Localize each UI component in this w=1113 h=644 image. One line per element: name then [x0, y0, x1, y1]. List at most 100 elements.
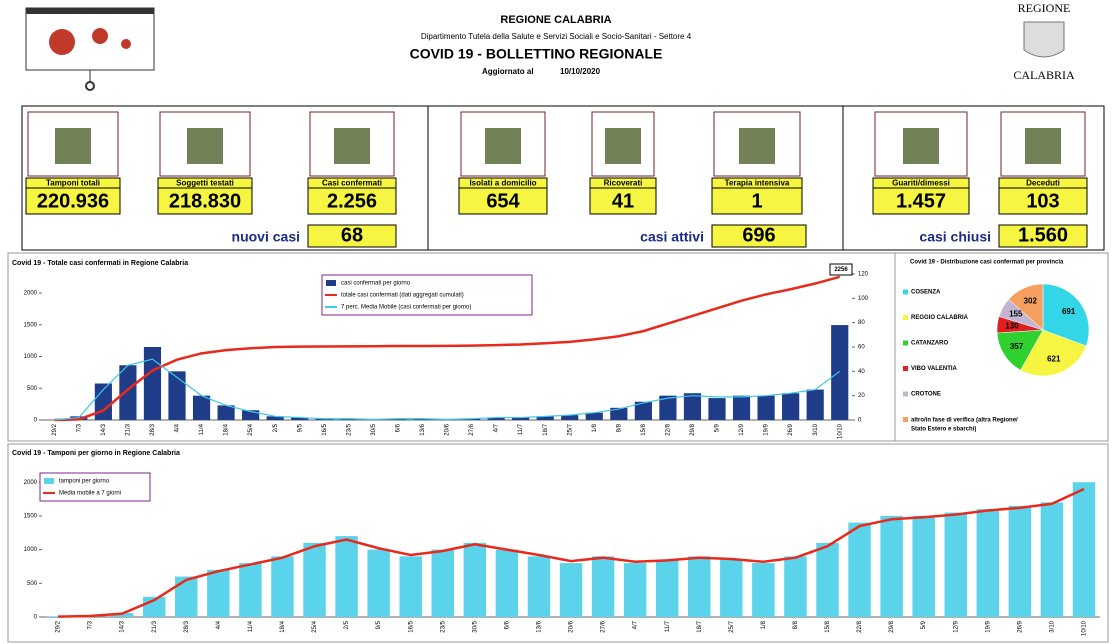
kpi-label: Soggetti testati: [176, 179, 234, 188]
bar: [816, 542, 839, 617]
legend-swatch: [903, 391, 908, 397]
bar: [1040, 502, 1064, 617]
bar: [752, 563, 775, 617]
kpi-icon-figure: [1025, 128, 1061, 164]
bar: [806, 389, 824, 420]
legend-label: altro/in fase di verifica (altra Regione…: [911, 417, 1018, 432]
x-tick-label: 29/8: [889, 620, 895, 632]
virus-icon: [121, 39, 131, 49]
kpi-value-box: [25, 187, 121, 215]
x-tick-label: 3/10: [1049, 620, 1055, 632]
x-tick-label: 9/5: [376, 620, 382, 629]
x-tick-label: 9/5: [297, 423, 303, 432]
x-tick-label: 5/9: [715, 423, 721, 432]
bar: [1008, 505, 1032, 617]
kpi-value-box: [307, 187, 397, 215]
panel: [7, 252, 1109, 442]
bar: [610, 407, 628, 420]
legend-label: Media mobile a 7 giorni: [59, 491, 121, 497]
kpi-icon-figure: [187, 128, 223, 164]
legend-label: VIBO VALENTIA: [911, 366, 958, 372]
bar: [119, 365, 137, 420]
x-tick-label: 30/5: [472, 620, 478, 632]
legend-swatch: [903, 315, 908, 320]
logo-board-top: [26, 8, 154, 14]
bar: [487, 417, 505, 420]
kpi-label: Tamponi totali: [46, 179, 100, 188]
x-tick-label: 19/9: [985, 620, 991, 632]
summary-value: 696: [742, 224, 775, 246]
logo-text: CALABRIA: [1013, 68, 1075, 82]
x-tick-label: 18/4: [224, 423, 230, 435]
bar: [976, 509, 1000, 617]
kpi-icon-figure: [605, 128, 641, 164]
y-tick-label: 1000: [24, 354, 38, 360]
x-tick-label: 15/8: [825, 620, 831, 632]
data-label: 302: [1024, 297, 1038, 306]
x-tick-label: 23/5: [440, 620, 446, 632]
bar: [848, 522, 871, 617]
kpi-value-box: [872, 187, 970, 215]
bar: [559, 563, 583, 617]
summary-value: 68: [341, 224, 363, 246]
bar: [192, 395, 211, 420]
bar: [512, 417, 530, 420]
virus-icon: [49, 29, 75, 55]
bar: [217, 405, 235, 420]
y-tick-label: 1000: [24, 547, 38, 553]
x-tick-label: 18/4: [280, 620, 286, 632]
kpi-value: 103: [1026, 190, 1059, 212]
legend-label: tamponi per giorno: [59, 479, 110, 485]
x-tick-label: 11/7: [665, 620, 671, 632]
x-tick-label: 28/3: [150, 423, 156, 435]
line: [54, 275, 841, 422]
bar: [413, 418, 432, 420]
bar: [335, 536, 358, 617]
bar: [831, 325, 849, 420]
x-tick-label: 6/6: [395, 423, 401, 432]
y2-tick-label: 0: [858, 418, 862, 424]
summary-box: [307, 224, 397, 248]
kpi-value: 218.830: [169, 190, 241, 212]
logo-text: REGIONE: [1018, 1, 1071, 15]
data-label: 357: [1010, 342, 1024, 351]
x-tick-label: 7/3: [88, 620, 94, 629]
bar: [708, 398, 726, 420]
kpi-value: 220.936: [37, 190, 109, 212]
bar: [239, 563, 262, 617]
x-tick-label: 7/3: [76, 423, 82, 432]
y2-tick-label: 120: [858, 272, 869, 278]
x-tick-label: 28/3: [184, 620, 190, 632]
x-tick-label: 8/8: [793, 620, 799, 629]
kpi-frame: [21, 105, 1105, 251]
kpi-value: 654: [486, 190, 520, 212]
bar: [732, 395, 751, 420]
y-tick-label: 1500: [24, 513, 38, 519]
x-tick-label: 14/3: [120, 620, 126, 632]
kpi-label: Terapia intensiva: [725, 179, 790, 188]
bar: [561, 415, 579, 420]
legend-label: COSENZA: [911, 290, 941, 296]
x-tick-label: 25/7: [567, 423, 573, 435]
y2-tick-label: 80: [858, 320, 865, 326]
kpi-value-box: [157, 187, 253, 215]
y2-tick-label: 60: [858, 345, 865, 351]
kpi-icon-figure: [739, 128, 775, 164]
summary-label: casi chiusi: [919, 229, 991, 245]
x-tick-label: 2/5: [344, 620, 350, 629]
x-tick-label: 12/9: [739, 423, 745, 435]
legend-label: totale casi confermati (dati aggregati c…: [341, 293, 464, 299]
bar: [912, 515, 935, 617]
y-tick-label: 0: [34, 615, 38, 621]
x-tick-label: 4/4: [216, 620, 222, 629]
bar: [757, 395, 775, 420]
updated-date: 10/10/2020: [560, 67, 601, 76]
annotation-box: [829, 263, 853, 276]
virus-icon: [92, 28, 108, 44]
x-tick-label: 22/8: [665, 423, 671, 435]
pie-slice: [1042, 283, 1090, 347]
legend-box: [321, 274, 533, 316]
bar: [720, 559, 743, 617]
bar: [536, 416, 554, 420]
